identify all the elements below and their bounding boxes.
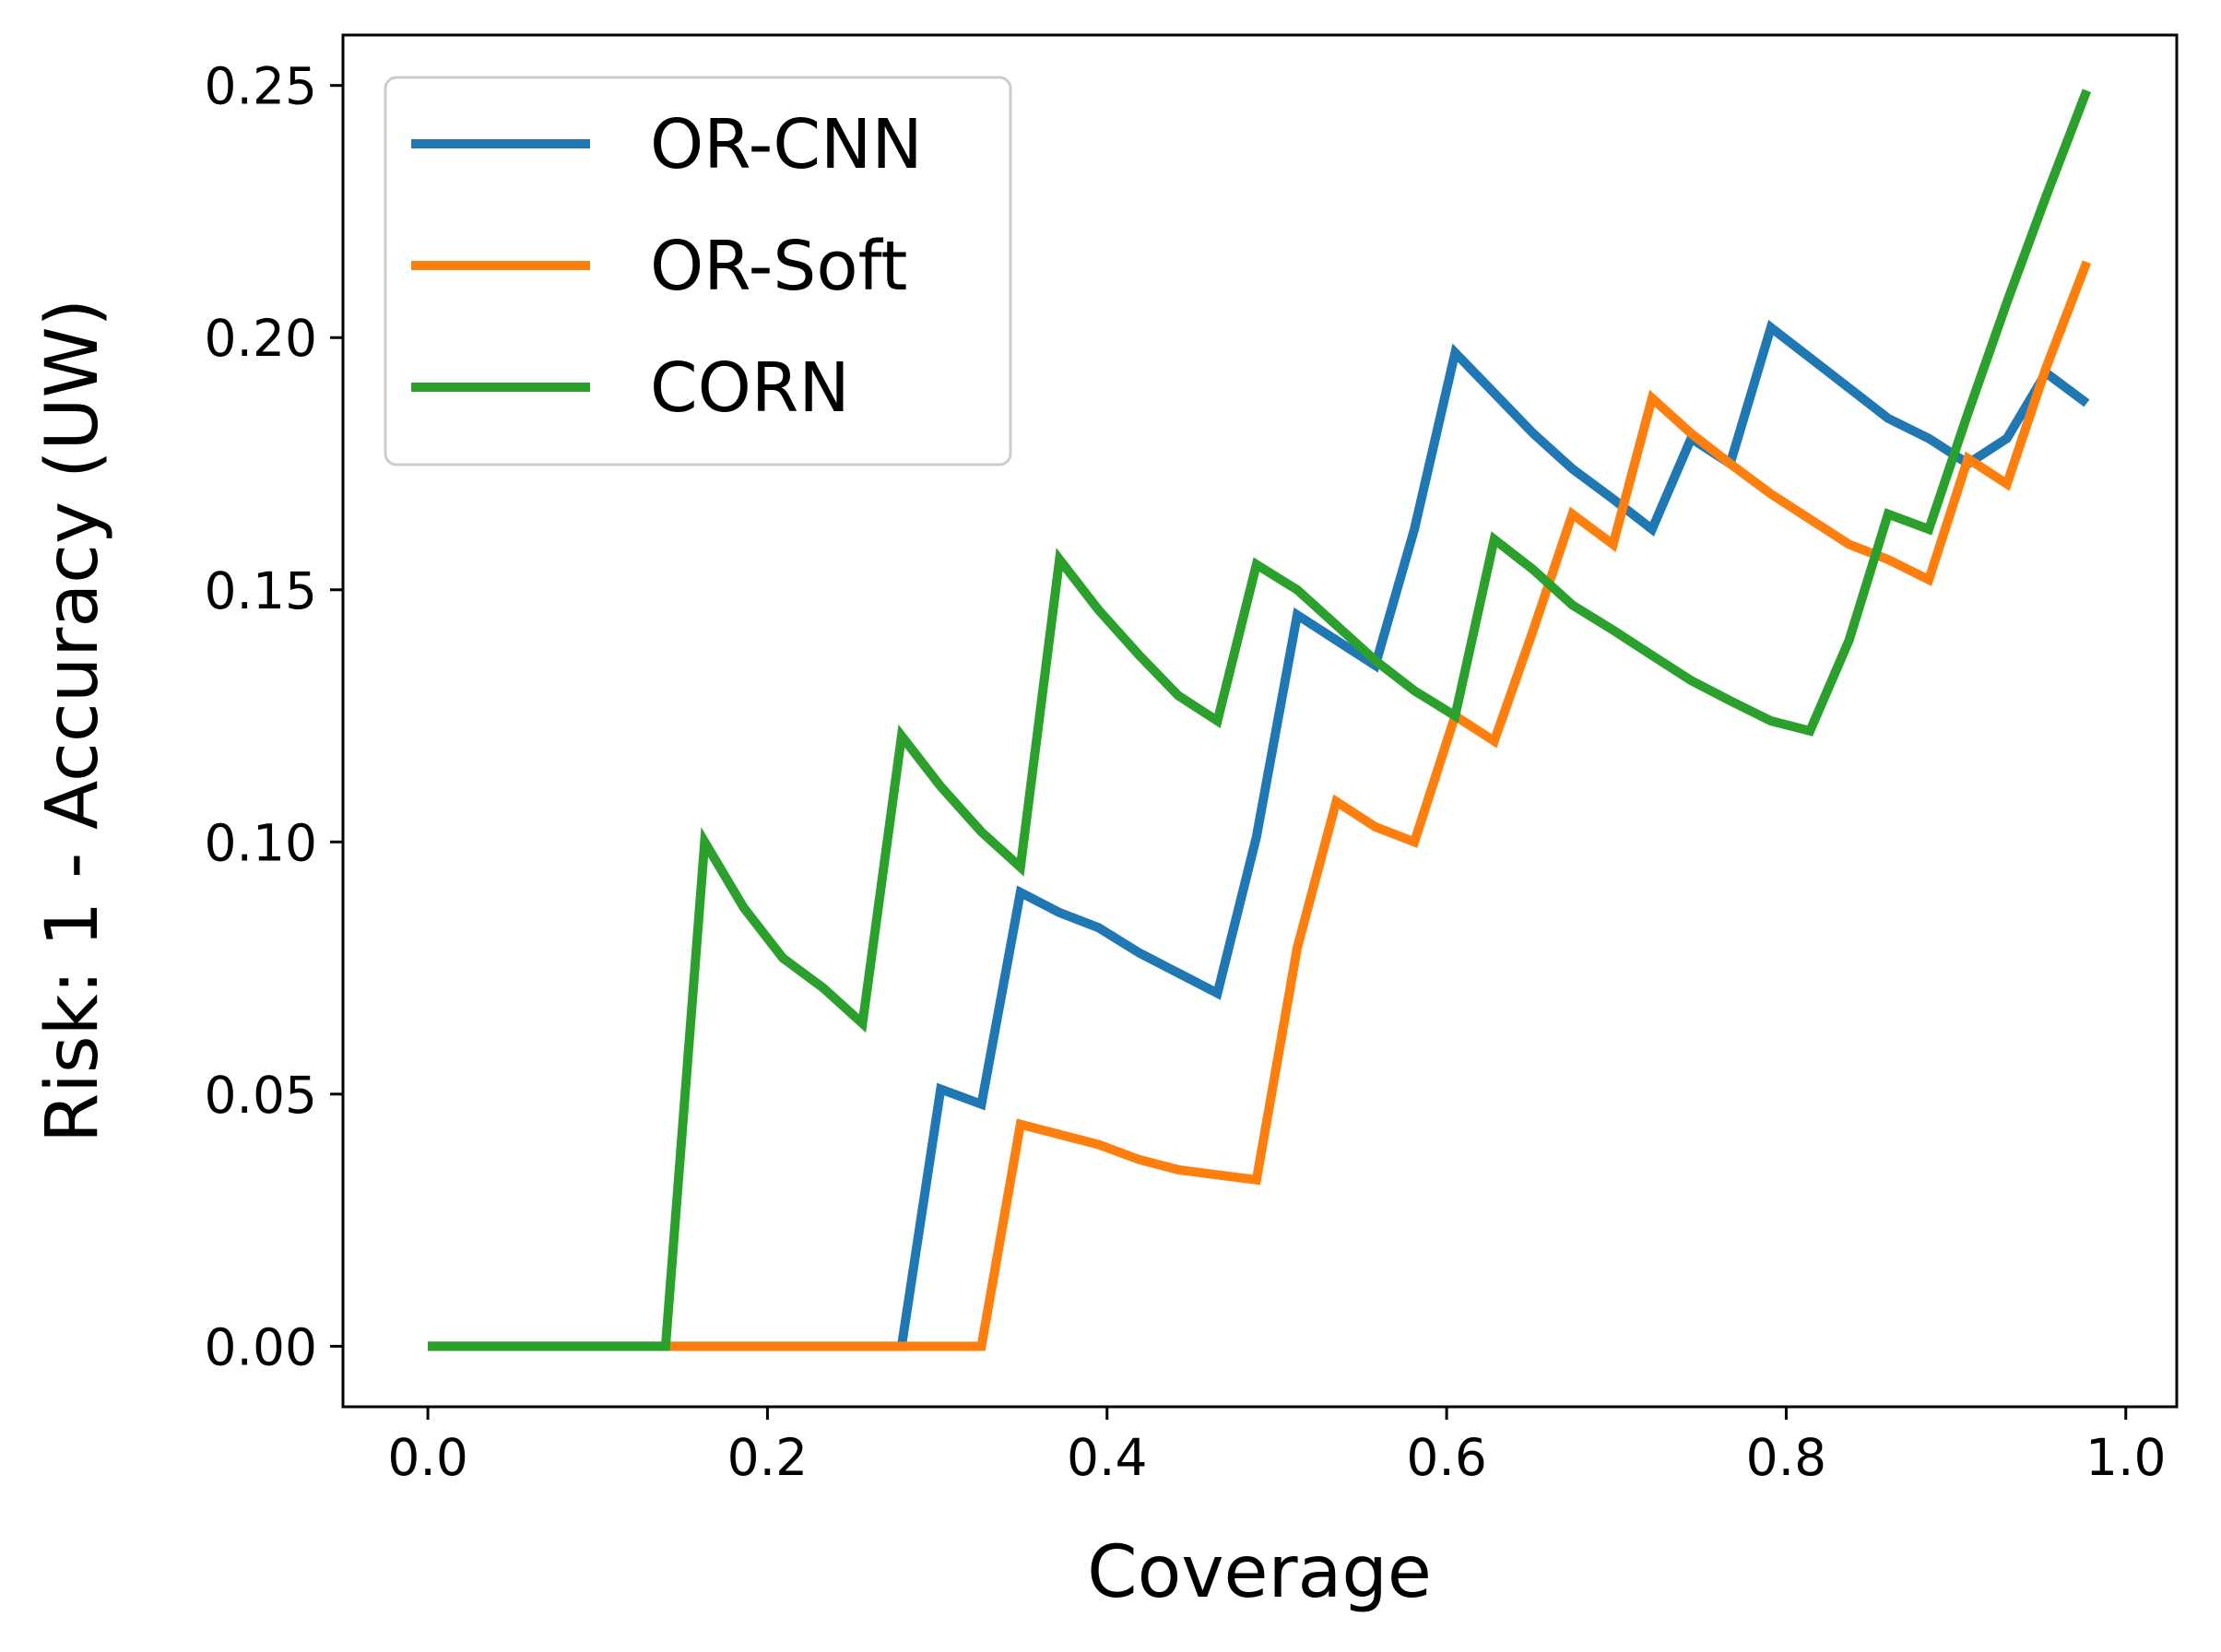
x-tick-label: 0.6 <box>1406 1428 1486 1487</box>
x-tick-label: 0.8 <box>1746 1428 1826 1487</box>
legend-label-corn: CORN <box>650 348 850 428</box>
x-axis-label: Coverage <box>1087 1531 1432 1614</box>
series-line-or-cnn <box>428 319 2090 1351</box>
y-tick-label: 0.00 <box>205 1317 317 1376</box>
legend: OR-CNN OR-Soft CORN <box>384 76 1012 466</box>
plot-frame <box>341 33 2179 1409</box>
legend-label-or-cnn: OR-CNN <box>650 105 923 184</box>
legend-box <box>384 76 1012 466</box>
x-tick-label: 1.0 <box>2085 1428 2166 1487</box>
y-tick-label: 0.05 <box>205 1066 317 1125</box>
x-tick-label: 0.2 <box>727 1428 808 1487</box>
legend-label-or-soft: OR-Soft <box>650 227 907 306</box>
y-tick-label: 0.15 <box>205 561 317 620</box>
series-line-corn <box>428 88 2092 1351</box>
axes-layer: 0.0 0.2 0.4 0.6 0.8 1.0 0.00 0.05 0.10 0.15 0.20 0.… <box>205 57 2167 1487</box>
y-tick-label: 0.25 <box>205 57 317 116</box>
y-axis-label: Risk: 1 - Accuracy (UW) <box>31 299 114 1143</box>
series-layer <box>428 88 2092 1351</box>
y-tick-label: 0.20 <box>205 309 317 368</box>
x-tick-label: 0.4 <box>1067 1428 1147 1487</box>
series-line-or-soft <box>428 260 2092 1351</box>
x-tick-label: 0.0 <box>387 1428 467 1487</box>
y-tick-label: 0.10 <box>205 813 317 872</box>
